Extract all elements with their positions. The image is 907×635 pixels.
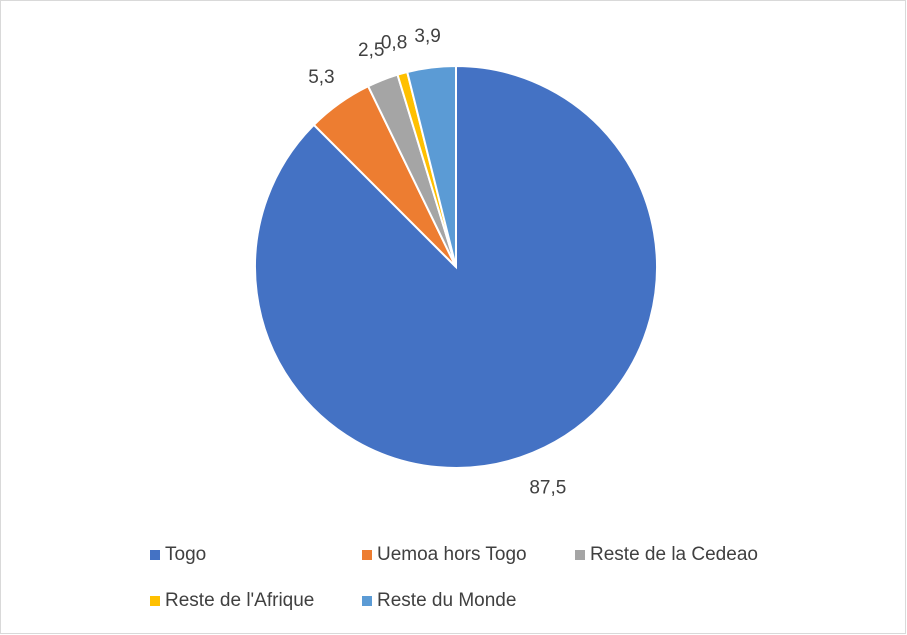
- legend-label: Reste de l'Afrique: [165, 590, 314, 611]
- legend-marker: [362, 596, 372, 606]
- legend-marker: [150, 550, 160, 560]
- legend-label: Reste du Monde: [377, 590, 516, 611]
- legend-label: Togo: [165, 544, 206, 565]
- data-label: 3,9: [414, 26, 440, 47]
- legend-label: Reste de la Cedeao: [590, 544, 758, 565]
- data-label: 87,5: [529, 478, 566, 499]
- data-label: 0,8: [381, 32, 407, 53]
- legend-marker: [362, 550, 372, 560]
- legend-marker: [150, 596, 160, 606]
- pie-slice: [406, 64, 457, 268]
- legend-marker: [575, 550, 585, 560]
- legend-label: Uemoa hors Togo: [377, 544, 527, 565]
- data-label: 5,3: [308, 67, 334, 88]
- data-label: 2,5: [358, 40, 384, 61]
